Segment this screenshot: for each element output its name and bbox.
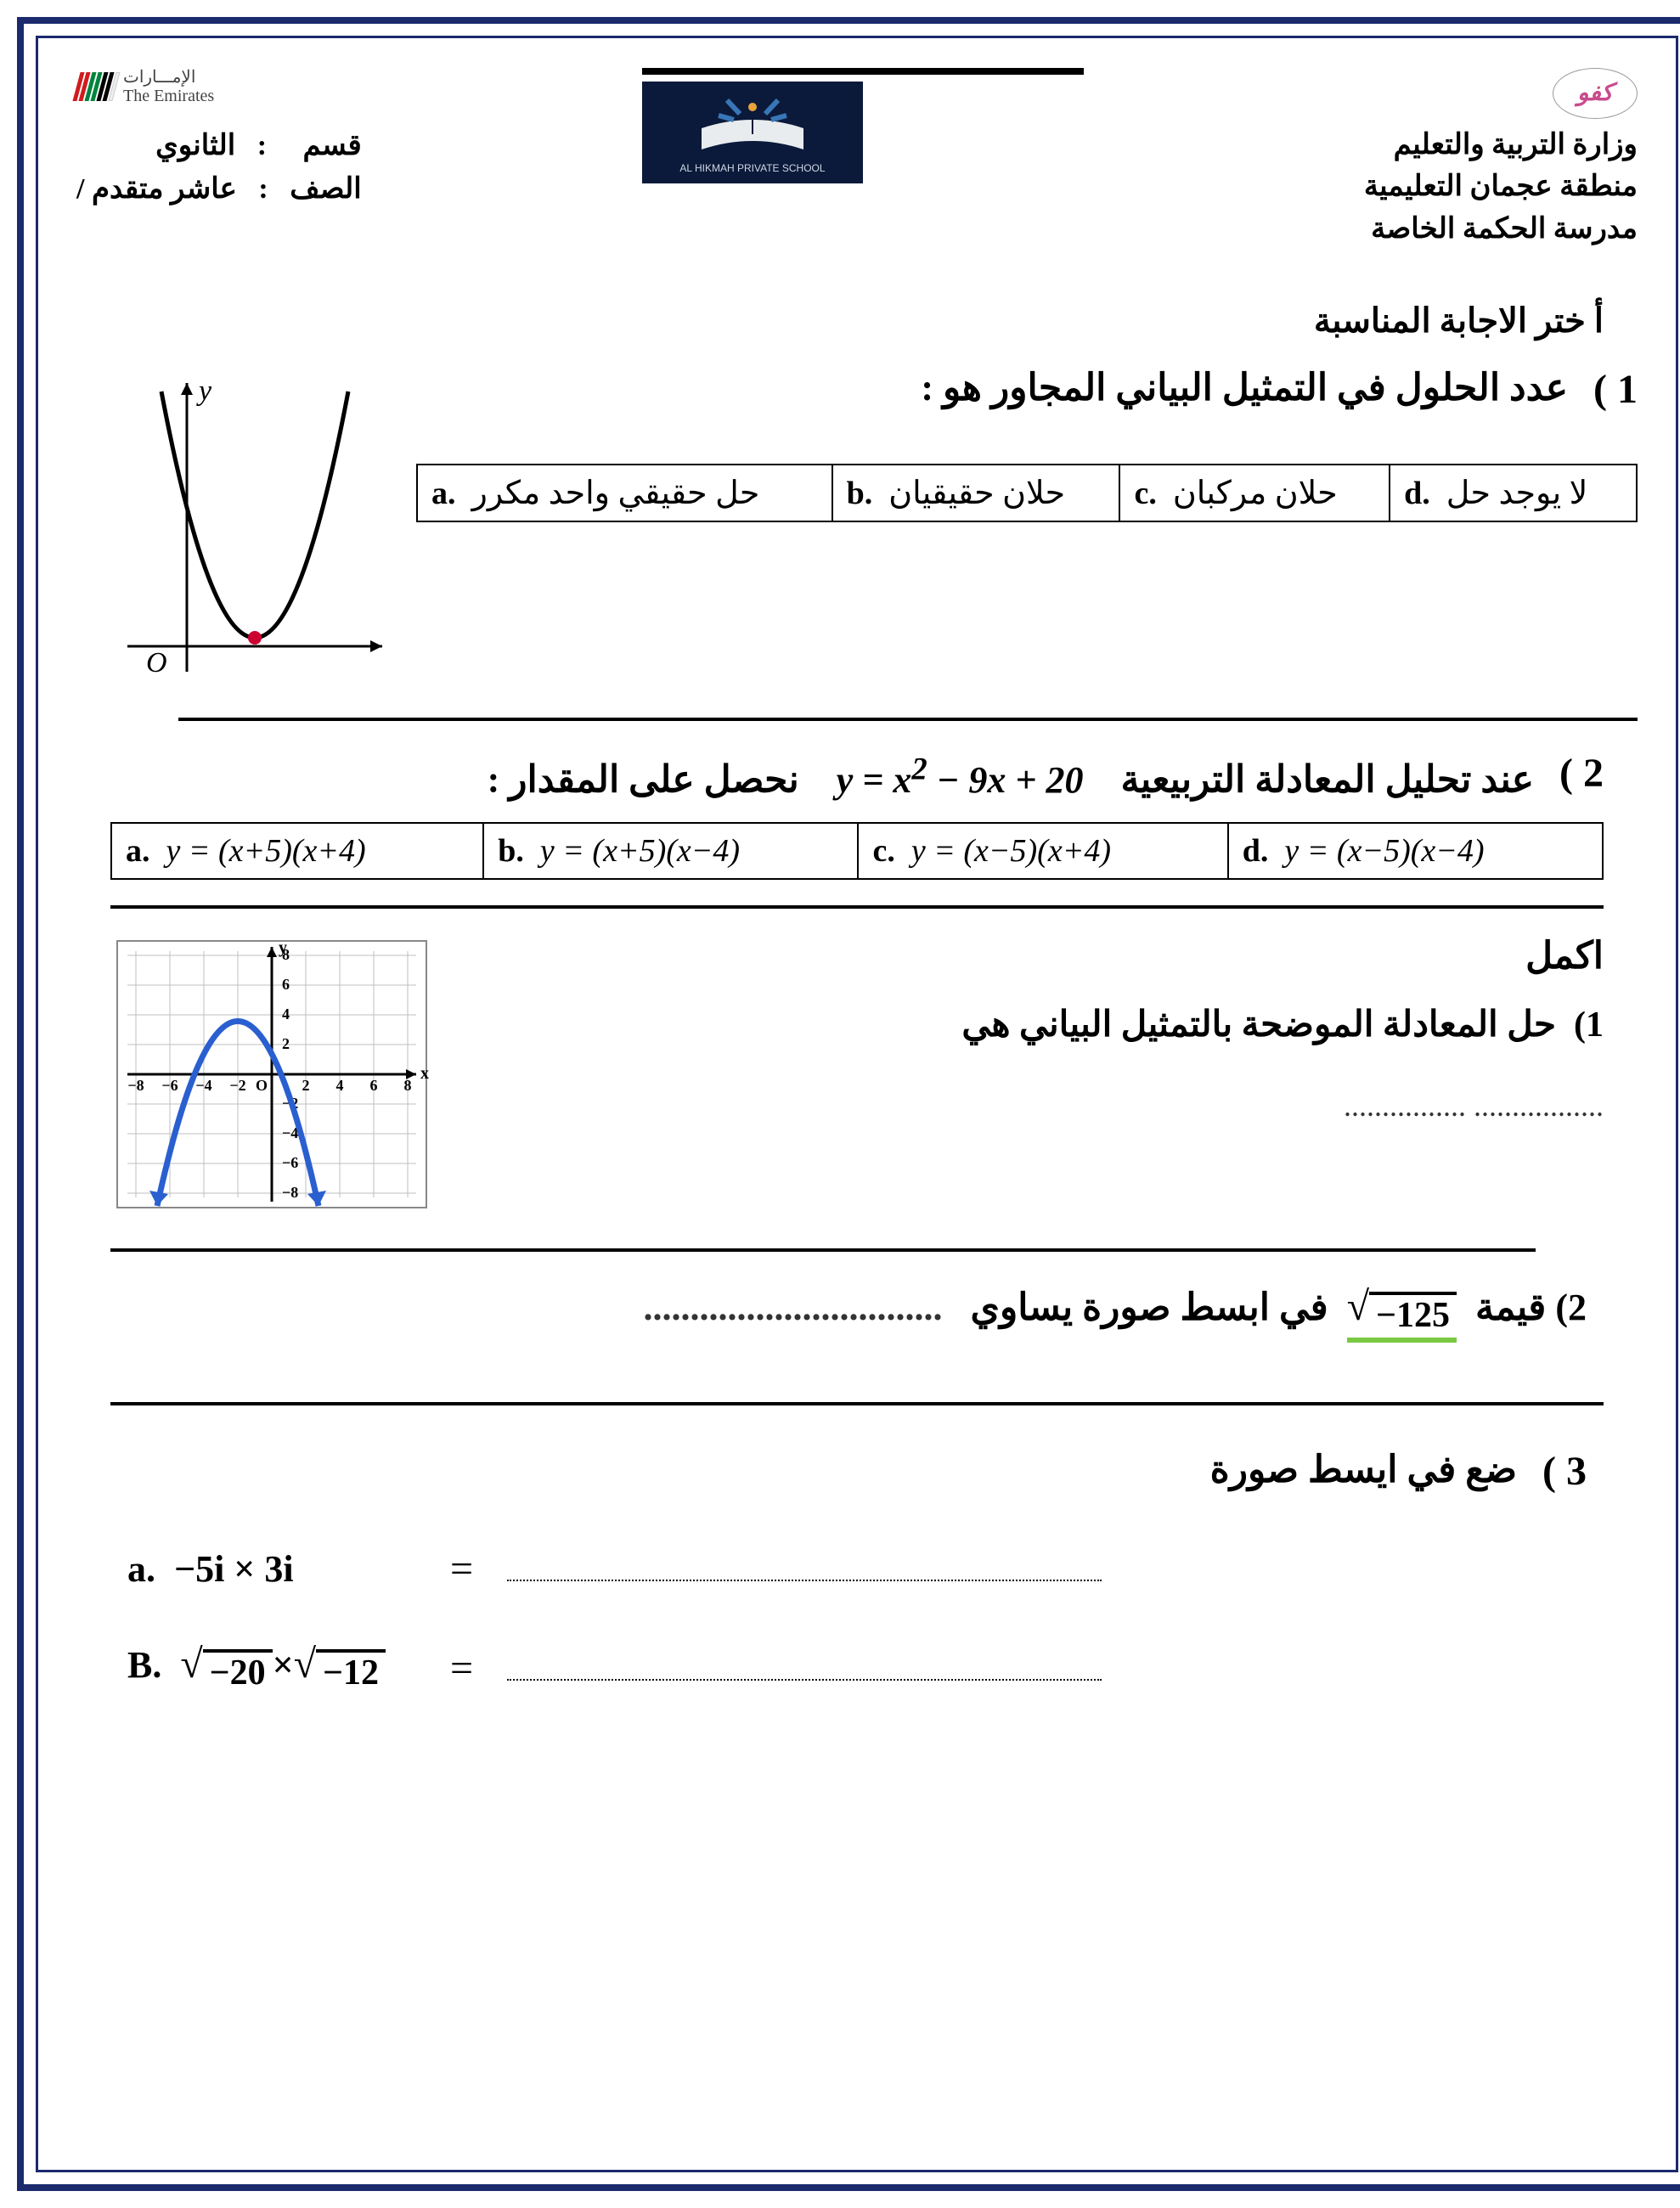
grade-label: الصف	[290, 173, 362, 205]
page-content: الإمـــارات The Emirates قسم : الثانوي ا…	[42, 42, 1672, 2166]
kafo-logo: كفو	[1553, 68, 1638, 119]
q3-b: B. √−20×√−12 =	[127, 1643, 1638, 1693]
svg-text:2: 2	[282, 1035, 290, 1052]
school-logo: AL HIKMAH PRIVATE SCHOOL	[642, 82, 863, 183]
q2-opt-d: d. y = (x−5)(x−4)	[1228, 823, 1603, 879]
q1-opt-d: d. لا يوجد حل	[1390, 465, 1637, 521]
school-banner: AL HIKMAH PRIVATE SCHOOL	[679, 162, 825, 174]
mcq-title: أ ختر الاجابة المناسبة	[76, 301, 1604, 341]
q2-opt-b: b. y = (x+5)(x−4)	[483, 823, 858, 879]
svg-text:O: O	[256, 1077, 268, 1094]
svg-text:4: 4	[282, 1005, 290, 1022]
q3-b-expr: B. √−20×√−12	[127, 1643, 416, 1693]
worksheet-page: الإمـــارات The Emirates قسم : الثانوي ا…	[17, 17, 1680, 2191]
svg-text:8: 8	[282, 946, 290, 963]
f2-after: في ابسط صورة يساوي	[971, 1287, 1328, 1328]
f2: 2) قيمة √−125 في ابسط صورة يساوي .......…	[127, 1286, 1587, 1343]
q1-text: عدد الحلول في التمثيل البياني المجاور هو…	[416, 366, 1568, 409]
svg-text:4: 4	[336, 1077, 344, 1094]
emirates-text: الإمـــارات The Emirates	[123, 68, 214, 105]
ministry: وزارة التربية والتعليم	[1364, 124, 1638, 166]
q2-opt-a: a. y = (x+5)(x+4)	[111, 823, 483, 879]
f2-sqrt: √−125	[1347, 1286, 1457, 1343]
svg-text:2: 2	[302, 1077, 310, 1094]
f1-blank: ................. ................	[467, 1088, 1604, 1124]
f1-graph: x y −8−6−4−2 O 2468 86 42 −2−4 −6−8	[110, 934, 433, 1214]
q1-opt-b: b. حلان حقيقيان	[832, 465, 1120, 521]
svg-text:y: y	[196, 375, 212, 407]
grade-value: عاشر متقدم /	[76, 173, 237, 205]
f1: 1) حل المعادلة الموضحة بالتمثيل البياني …	[467, 1003, 1604, 1045]
class-info: قسم : الثانوي الصف : عاشر متقدم /	[76, 124, 362, 211]
f1-num: 1)	[1574, 1005, 1604, 1045]
q3-text: ضع في ايسط صورة	[127, 1448, 1517, 1491]
svg-text:O: O	[146, 647, 167, 679]
q2-options: a. y = (x+5)(x+4) b. y = (x+5)(x−4) c. y…	[110, 822, 1604, 880]
emirates-logo: الإمـــارات The Emirates	[76, 68, 214, 105]
svg-text:−6: −6	[282, 1154, 298, 1171]
svg-text:8: 8	[404, 1077, 412, 1094]
q2: 2 ) عند تحليل المعادلة التربيعية y = x2 …	[110, 750, 1604, 802]
q2-num: 2 )	[1559, 750, 1604, 797]
svg-text:−8: −8	[282, 1184, 298, 1201]
q3-a: a. −5i × 3i =	[127, 1546, 1638, 1592]
q1-options: a. حل حقيقي واحد مكرر b. حلان حقيقيان c.…	[416, 464, 1638, 522]
q1-num: 1 )	[1593, 366, 1638, 413]
fill-section: x y −8−6−4−2 O 2468 86 42 −2−4 −6−8	[110, 934, 1604, 1214]
zone: منطقة عجمان التعليمية	[1364, 166, 1638, 207]
q2-opt-c: c. y = (x−5)(x+4)	[858, 823, 1227, 879]
q3-a-answer	[507, 1556, 1102, 1581]
header-left: الإمـــارات The Emirates قسم : الثانوي ا…	[76, 68, 362, 211]
q3-num: 3 )	[1542, 1448, 1587, 1495]
section-label: قسم	[303, 130, 362, 161]
svg-text:−6: −6	[161, 1077, 178, 1094]
header-center: AL HIKMAH PRIVATE SCHOOL	[642, 68, 1084, 183]
fill-title: اكمل	[467, 934, 1604, 977]
header: الإمـــارات The Emirates قسم : الثانوي ا…	[76, 68, 1638, 250]
emirates-ar: الإمـــارات	[123, 68, 214, 87]
q2-text: عند تحليل المعادلة التربيعية y = x2 − 9x…	[110, 750, 1534, 802]
q3-a-expr: a. −5i × 3i	[127, 1547, 416, 1591]
q1-opt-c: c. حلان مركبان	[1119, 465, 1390, 521]
q1: O y 1 ) عدد الحلول في التمثيل البياني ال…	[76, 366, 1638, 689]
q3-b-answer	[507, 1655, 1102, 1681]
f2-num: 2)	[1555, 1287, 1587, 1328]
svg-text:6: 6	[370, 1077, 378, 1094]
school-name: مدرسة الحكمة الخاصة	[1364, 208, 1638, 250]
q1-opt-a: a. حل حقيقي واحد مكرر	[417, 465, 832, 521]
q1-body: 1 ) عدد الحلول في التمثيل البياني المجاو…	[416, 366, 1638, 522]
emirates-en: The Emirates	[123, 87, 214, 105]
svg-text:−8: −8	[127, 1077, 144, 1094]
fill-body: اكمل 1) حل المعادلة الموضحة بالتمثيل الب…	[467, 934, 1604, 1214]
q3: 3 ) ضع في ايسط صورة	[127, 1448, 1587, 1495]
svg-text:−2: −2	[229, 1077, 245, 1094]
q1-graph: O y	[93, 366, 399, 689]
svg-text:x: x	[420, 1064, 429, 1083]
header-right: كفو وزارة التربية والتعليم منطقة عجمان ا…	[1364, 68, 1638, 250]
f1-text: حل المعادلة الموضحة بالتمثيل البياني هي	[961, 1005, 1556, 1045]
flag-icon	[72, 72, 120, 101]
section-value: الثانوي	[155, 130, 235, 161]
f2-blank: ................................	[644, 1287, 943, 1328]
f2-before: قيمة	[1475, 1287, 1546, 1328]
svg-text:6: 6	[282, 976, 290, 993]
book-icon: AL HIKMAH PRIVATE SCHOOL	[642, 82, 863, 183]
svg-text:−4: −4	[195, 1077, 211, 1094]
